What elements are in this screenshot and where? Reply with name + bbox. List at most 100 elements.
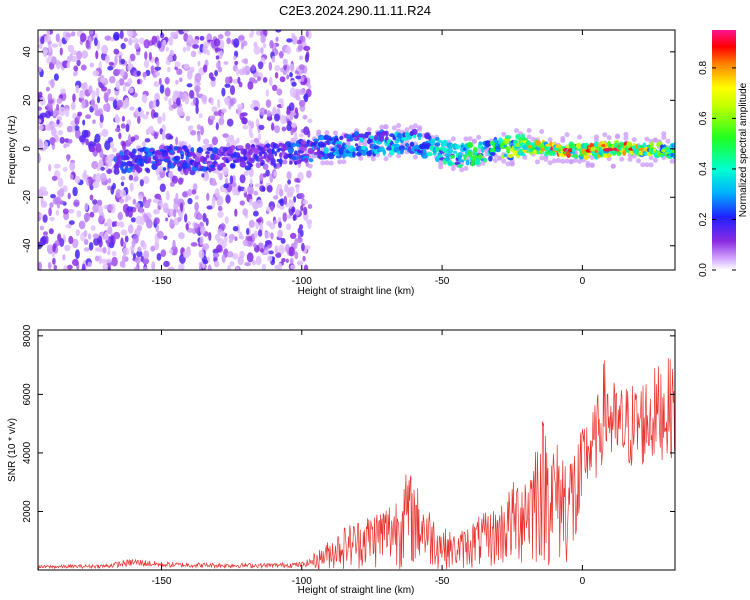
spectrogram-ridge-mark <box>384 130 389 137</box>
spectrogram-noise-speck <box>58 106 66 117</box>
spectrogram-halo <box>539 129 545 134</box>
spectrogram-noise-speck <box>302 199 309 205</box>
spectrogram-halo <box>640 162 646 168</box>
spectrogram-noise-speck <box>174 91 181 97</box>
spectrogram-noise-speck <box>190 130 197 136</box>
spectrogram-ridge-mark <box>672 154 675 160</box>
spectrogram-noise-speck <box>51 43 58 48</box>
spectrogram-halo <box>623 131 629 137</box>
x-tick-label: -50 <box>435 576 450 587</box>
spectrogram-noise-speck <box>46 102 53 111</box>
spectrogram-noise-speck <box>55 59 61 70</box>
spectrogram-noise-speck <box>164 77 170 85</box>
spectrogram-halo <box>450 136 456 142</box>
spectrogram-noise-speck <box>214 47 222 52</box>
spectrogram-noise-speck <box>229 175 234 185</box>
spectrogram-noise-speck <box>172 239 176 250</box>
spectrogram-noise-speck <box>197 213 203 221</box>
spectrogram-noise-speck <box>269 40 274 49</box>
spectrogram-noise-speck <box>72 124 76 133</box>
spectrogram-halo <box>408 124 414 130</box>
spectrogram-noise-speck <box>237 76 241 84</box>
spectrogram-ridge-mark <box>409 141 415 147</box>
spectrogram-noise-speck <box>156 253 162 261</box>
spectrogram-halo <box>619 156 625 162</box>
spectrogram-noise-speck <box>118 132 122 140</box>
spectrogram-noise-speck <box>221 254 226 263</box>
spectrogram-ridge-mark <box>650 141 654 149</box>
spectrogram-noise-speck <box>76 50 82 60</box>
spectrogram-noise-speck <box>45 86 50 92</box>
spectrogram-noise-speck <box>202 44 208 55</box>
spectrogram-noise-speck <box>164 87 171 97</box>
spectrogram-noise-speck <box>266 206 271 212</box>
snr-y-label: SNR (10 * v/v) <box>7 418 18 482</box>
spectrogram-ridge-mark <box>209 167 216 172</box>
spectrogram-halo <box>391 125 397 131</box>
spectrogram-noise-speck <box>247 81 254 90</box>
spectrogram-ridge-mark <box>536 149 541 155</box>
spectrogram-noise-speck <box>99 114 104 123</box>
spectrogram-noise-speck <box>119 189 127 198</box>
spectrogram-ridge-mark <box>136 166 143 173</box>
spectrogram-noise-speck <box>213 111 220 116</box>
spectrogram-noise-speck <box>252 79 258 84</box>
spectrogram-ridge-mark <box>437 139 443 144</box>
spectrogram-noise-speck <box>103 104 107 112</box>
spectrogram-noise-speck <box>174 61 181 68</box>
spectrogram-noise-speck <box>241 117 248 125</box>
spectrogram-noise-speck <box>283 64 288 70</box>
spectrogram-noise-speck <box>232 253 239 260</box>
x-tick-label: 0 <box>580 576 586 587</box>
spectrogram-halo <box>644 136 650 142</box>
spectrogram-ridge-mark <box>194 155 200 163</box>
spectrogram-noise-speck <box>92 180 100 189</box>
spectrogram-noise-speck <box>65 32 72 38</box>
spectrogram-ridge-mark <box>379 136 385 142</box>
spectrogram-noise-speck <box>38 43 43 49</box>
spectrogram-noise-speck <box>255 162 261 169</box>
spectrogram-noise-speck <box>298 99 306 107</box>
x-tick-label: -100 <box>292 576 312 587</box>
spectrogram-noise-speck <box>199 35 205 41</box>
spectrogram-noise-speck <box>169 218 174 226</box>
spectrogram-noise-speck <box>113 31 120 41</box>
spectrogram-ridge-mark <box>354 143 359 147</box>
spectrogram-halo <box>526 128 532 133</box>
spectrogram-ridge-mark <box>159 156 165 160</box>
spectrogram-noise-speck <box>294 107 298 114</box>
spectrogram-ridge-mark <box>427 135 432 141</box>
spectrogram-noise-speck <box>153 81 160 88</box>
spectrogram-ridge-mark <box>113 163 120 170</box>
spectrogram-ridge-mark <box>287 146 294 154</box>
spectrogram-noise-speck <box>51 56 57 65</box>
spectrogram-noise-speck <box>145 111 150 116</box>
spectrogram-noise-speck <box>148 51 152 61</box>
spectrogram-noise-speck <box>296 39 302 45</box>
spectrogram-noise-speck <box>107 266 111 270</box>
spectrogram-noise-speck <box>59 136 65 144</box>
spectrogram-noise-speck <box>286 109 291 115</box>
spectrogram-noise-speck <box>298 192 305 200</box>
spectrogram-noise-speck <box>201 173 205 178</box>
spectrogram-noise-speck <box>298 88 306 95</box>
spectrogram-noise-speck <box>83 247 90 252</box>
spectrogram-ridge-mark <box>236 145 244 150</box>
spectrogram-noise-speck <box>53 163 61 169</box>
spectrogram-ridge-mark <box>354 131 359 136</box>
spectrogram-noise-speck <box>260 34 266 44</box>
spectrogram-noise-speck <box>196 124 201 130</box>
spectrogram-noise-speck <box>206 192 210 201</box>
spectrogram-noise-speck <box>156 60 160 67</box>
spectrogram-noise-speck <box>118 198 125 204</box>
spectrogram-ridge-mark <box>228 156 233 162</box>
spectrogram-noise-speck <box>254 183 260 188</box>
spectrogram-noise-speck <box>48 43 52 54</box>
spectrogram-ridge-mark <box>454 144 461 150</box>
spectrogram-noise-speck <box>271 84 278 92</box>
spectrogram-noise-speck <box>52 257 56 265</box>
spectrogram-noise-speck <box>236 67 240 77</box>
spectrogram-noise-speck <box>107 88 112 95</box>
spectrogram-halo <box>320 160 326 166</box>
spectrogram-noise-speck <box>242 66 246 76</box>
